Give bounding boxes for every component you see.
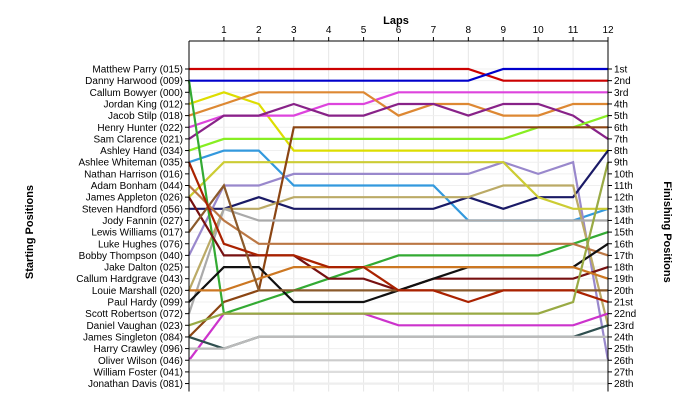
lap-tick-label: 10: [533, 25, 545, 36]
starting-position-label: Jake Dalton (025): [104, 263, 183, 274]
finishing-position-label: 10th: [614, 169, 633, 180]
finishing-position-label: 12th: [614, 193, 633, 204]
finishing-position-label: 23rd: [614, 321, 634, 332]
series-line-5: [188, 91, 608, 117]
series-line-21: [187, 161, 609, 304]
finishing-position-label: 18th: [614, 263, 633, 274]
starting-position-label: Callum Bowyer (000): [90, 88, 183, 99]
lap-tick-label: 4: [326, 25, 332, 36]
starting-position-label: James Appleton (026): [86, 193, 183, 204]
finishing-position-label: 19th: [614, 274, 633, 285]
series-line-16: [188, 184, 609, 257]
starting-position-label: James Singleton (084): [83, 332, 183, 343]
series-line-11: [187, 184, 610, 326]
finishing-position-label: 1st: [614, 65, 628, 76]
lap-tick-label: 1: [221, 25, 227, 36]
starting-position-label: Jonathan Davis (081): [88, 379, 183, 390]
finishing-position-label: 14th: [614, 216, 633, 227]
series-line-3: [188, 91, 608, 152]
lap-tick-label: 11: [568, 25, 579, 36]
starting-position-label: Jody Fannin (027): [102, 216, 183, 227]
lap-tick-label: 2: [256, 25, 262, 36]
series-line-1: [189, 67, 608, 82]
finishing-position-label: 9th: [614, 158, 628, 169]
finishing-position-label: 7th: [614, 134, 628, 145]
finishing-position-label: 8th: [614, 146, 628, 157]
starting-position-label: Bobby Thompson (040): [79, 251, 183, 262]
finishing-position-label: 21st: [614, 298, 633, 309]
finishing-position-label: 3rd: [614, 88, 628, 99]
finishing-position-label: 2nd: [614, 76, 631, 87]
series-line-6: [188, 102, 609, 140]
series-line-2: [189, 67, 608, 82]
starting-position-label: Scott Robertson (072): [85, 309, 183, 320]
lap-tick-label: 8: [466, 25, 472, 36]
starting-position-label: Nathan Harrison (016): [84, 169, 183, 180]
starting-position-label: Harry Crawley (096): [94, 344, 183, 355]
starting-position-label: Danny Harwood (009): [85, 76, 183, 87]
axes: [185, 37, 612, 392]
finishing-position-label: 11th: [614, 181, 633, 192]
starting-position-label: Lewis Williams (017): [91, 228, 183, 239]
series-line-19: [189, 266, 609, 292]
finishing-position-label: 24th: [614, 332, 633, 343]
chart-title: Laps: [383, 15, 409, 27]
series-line-12: [188, 161, 608, 210]
starting-position-label: Ashley Hand (034): [100, 146, 183, 157]
finishing-position-label: 4th: [614, 99, 628, 110]
finishing-position-label: 6th: [614, 123, 628, 134]
starting-position-label: Sam Clarence (021): [94, 134, 183, 145]
starting-position-label: Adam Bonham (044): [91, 181, 183, 192]
series-line-25: [189, 335, 608, 350]
finishing-position-label: 20th: [614, 286, 633, 297]
lap-tick-label: 3: [291, 25, 297, 36]
starting-position-label: Oliver Wilson (046): [98, 356, 183, 367]
finishing-position-label: 28th: [614, 379, 633, 390]
starting-position-label: William Foster (041): [94, 367, 183, 378]
starting-position-label: Louie Marshall (020): [92, 286, 183, 297]
starting-position-label: Daniel Vaughan (023): [86, 321, 183, 332]
finishing-position-label: 13th: [614, 204, 633, 215]
finishing-position-label: 26th: [614, 356, 633, 367]
finishing-position-label: 25th: [614, 344, 633, 355]
starting-position-label: Jordan King (012): [104, 99, 184, 110]
finishing-position-label: 15th: [614, 228, 633, 239]
starting-position-label: Henry Hunter (022): [97, 123, 183, 134]
lap-tick-label: 6: [396, 25, 402, 36]
lap-tick-label: 9: [500, 25, 506, 36]
finishing-position-label: 5th: [614, 111, 628, 122]
left-axis-label: Starting Positions: [24, 185, 36, 279]
series-line-23: [188, 161, 610, 327]
right-axis-label: Finishing Positions: [661, 181, 673, 282]
starting-position-label: Callum Hardgrave (043): [76, 274, 183, 285]
lap-tick-label: 5: [361, 25, 367, 36]
starting-position-label: Jacob Stilp (018): [108, 111, 183, 122]
finishing-position-label: 27th: [614, 367, 633, 378]
finishing-position-label: 17th: [614, 251, 633, 262]
finishing-position-label: 22nd: [614, 309, 636, 320]
series-line-15: [187, 80, 609, 316]
series-line-9: [188, 160, 610, 361]
series-line-14: [187, 207, 608, 314]
starting-position-label: Paul Hardy (099): [107, 298, 183, 309]
finishing-position-label: 16th: [614, 239, 633, 250]
lap-tick-label: 12: [602, 25, 614, 36]
lap-tick-label: 7: [431, 25, 437, 36]
starting-position-label: Luke Hughes (076): [98, 239, 183, 250]
series-lines: [187, 67, 610, 385]
starting-position-label: Steven Handford (056): [82, 204, 183, 215]
starting-position-label: Matthew Parry (015): [92, 65, 183, 76]
starting-position-label: Ashlee Whiteman (035): [79, 158, 184, 169]
